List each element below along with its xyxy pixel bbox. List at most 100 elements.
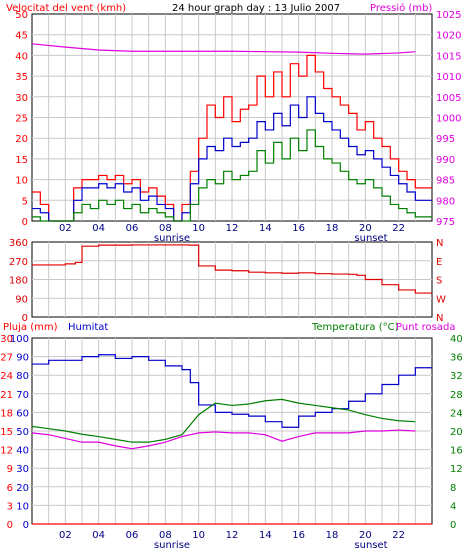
humidity-line xyxy=(32,354,432,428)
humidity-x-ticks: 02 04 06 08 10 12 14 16 18 20 22 xyxy=(59,530,405,541)
pressure-tick-label: 1000 xyxy=(436,114,461,125)
compass-tick-label: N xyxy=(436,313,443,324)
direction-tick-label: 0 xyxy=(22,313,28,324)
wind-tick-label: 5 xyxy=(22,196,28,207)
humidity-tick-label: 30 xyxy=(16,464,29,475)
x-tick-label: 16 xyxy=(292,530,305,541)
x-tick-label: 04 xyxy=(92,530,105,541)
x-tick-label: 18 xyxy=(326,223,339,234)
temperature-line xyxy=(31,398,416,443)
compass-tick-label: W xyxy=(436,294,446,305)
x-tick-label: 08 xyxy=(159,223,172,234)
compass-tick-label: E xyxy=(436,257,442,268)
pressure-tick-label: 985 xyxy=(436,176,455,187)
chart-title: 24 hour graph day : 13 Julio 2007 xyxy=(172,3,340,14)
x-tick-label: 10 xyxy=(192,530,205,541)
rain-y-ticks: 0 3 6 9 12 15 18 21 24 27 30 xyxy=(0,334,13,531)
pressure-tick-label: 990 xyxy=(436,155,455,166)
direction-tick-label: 270 xyxy=(9,257,28,268)
wind-tick-label: 35 xyxy=(15,72,28,83)
direction-line xyxy=(32,244,432,294)
humidity-tick-label: 100 xyxy=(10,334,29,345)
dewpoint-line xyxy=(31,429,416,450)
rain-tick-label: 12 xyxy=(0,446,13,457)
x-tick-label: 22 xyxy=(392,530,405,541)
wind-tick-label: 40 xyxy=(15,51,28,62)
compass-tick-label: N xyxy=(436,238,443,249)
sunset-label-top: sunset xyxy=(354,233,387,244)
sunrise-label-bottom: sunrise xyxy=(154,540,190,551)
rain-tick-label: 15 xyxy=(0,427,13,438)
temperature-tick-label: 12 xyxy=(450,464,463,475)
wind-axis-title: Velocitat del vent (kmh) xyxy=(6,3,126,14)
humidity-tick-label: 70 xyxy=(16,390,29,401)
rain-tick-label: 21 xyxy=(0,390,13,401)
rain-tick-label: 3 xyxy=(7,501,13,512)
humidity-tick-label: 20 xyxy=(16,483,29,494)
x-tick-label: 02 xyxy=(59,223,72,234)
rain-tick-label: 0 xyxy=(7,520,13,531)
wind-tick-label: 50 xyxy=(15,10,28,21)
rain-tick-label: 6 xyxy=(7,483,13,494)
temperature-tick-label: 20 xyxy=(450,427,463,438)
wind-series-group xyxy=(31,43,432,222)
x-tick-label: 14 xyxy=(259,530,272,541)
pressure-line xyxy=(31,43,416,55)
pressure-tick-label: 1005 xyxy=(436,93,461,104)
direction-y-ticks: 0 90 180 270 360 xyxy=(9,238,28,324)
rain-tick-label: 24 xyxy=(0,371,13,382)
pressure-tick-label: 1020 xyxy=(436,31,461,42)
temperature-tick-label: 4 xyxy=(450,501,456,512)
direction-tick-label: 90 xyxy=(15,294,28,305)
wind-tick-label: 15 xyxy=(15,155,28,166)
x-tick-label: 20 xyxy=(359,223,372,234)
temperature-tick-label: 0 xyxy=(450,520,456,531)
temperature-tick-label: 16 xyxy=(450,446,463,457)
compass-tick-label: S xyxy=(436,276,442,287)
sunset-label-bottom: sunset xyxy=(354,540,387,551)
temperature-axis-title: Temperatura (°C) xyxy=(311,322,399,333)
direction-series-group xyxy=(32,244,432,294)
pressure-y-ticks: 975 980 985 990 995 1000 1005 1010 1015 1020 1025 xyxy=(436,10,461,228)
sunrise-label-top: sunrise xyxy=(154,233,190,244)
wind-tick-label: 30 xyxy=(15,93,28,104)
x-tick-label: 10 xyxy=(192,223,205,234)
pressure-tick-label: 1015 xyxy=(436,51,461,62)
x-tick-label: 22 xyxy=(392,223,405,234)
pressure-tick-label: 975 xyxy=(436,217,455,228)
humidity-tick-label: 90 xyxy=(16,353,29,364)
speed_avg-line xyxy=(32,96,432,222)
humidity-tick-label: 0 xyxy=(23,520,29,531)
x-tick-label: 14 xyxy=(259,223,272,234)
direction-grid xyxy=(32,242,432,317)
wind-tick-label: 0 xyxy=(22,217,28,228)
x-tick-label: 16 xyxy=(292,223,305,234)
x-tick-label: 12 xyxy=(226,530,239,541)
x-tick-label: 04 xyxy=(92,223,105,234)
x-tick-label: 02 xyxy=(59,530,72,541)
pressure-tick-label: 1025 xyxy=(436,10,461,21)
pressure-tick-label: 995 xyxy=(436,134,455,145)
humidity-tick-label: 10 xyxy=(16,501,29,512)
wind-tick-label: 10 xyxy=(15,176,28,187)
x-tick-label: 08 xyxy=(159,530,172,541)
humidity-tick-label: 80 xyxy=(16,371,29,382)
humidity-grid xyxy=(32,338,432,524)
x-tick-label: 12 xyxy=(226,223,239,234)
wind-tick-label: 20 xyxy=(15,134,28,145)
rain-tick-label: 18 xyxy=(0,408,13,419)
temperature-tick-label: 40 xyxy=(450,334,463,345)
pressure-axis-title: Pressió (mb) xyxy=(370,2,432,14)
temperature-tick-label: 8 xyxy=(450,483,456,494)
pressure-tick-label: 980 xyxy=(436,196,455,207)
x-tick-label: 06 xyxy=(126,223,139,234)
temperature-tick-label: 28 xyxy=(450,390,463,401)
humidity-tick-label: 60 xyxy=(16,408,29,419)
humidity-series-group xyxy=(31,354,432,525)
rain-axis-title: Pluja (mm) xyxy=(3,322,58,333)
x-tick-label: 20 xyxy=(359,530,372,541)
temperature-tick-label: 24 xyxy=(450,408,463,419)
speed_min-line xyxy=(32,129,432,222)
